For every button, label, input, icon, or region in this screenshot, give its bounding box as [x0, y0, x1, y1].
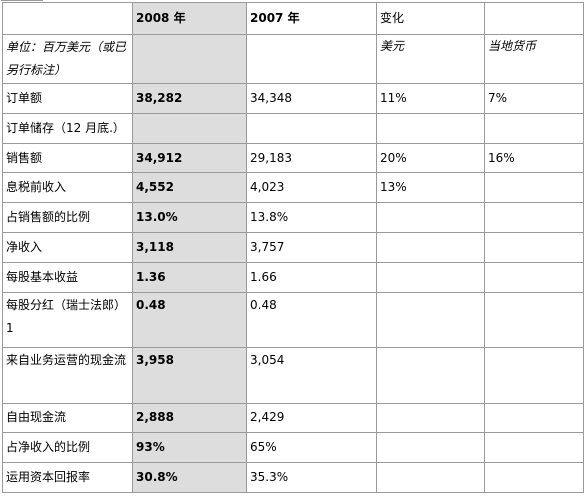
value-2008: 13.0% — [132, 202, 247, 234]
value-2007: 2,429 — [246, 402, 377, 434]
header-cell-empty — [2, 2, 133, 35]
value-2008: 0.48 — [132, 291, 247, 349]
change-local — [484, 347, 584, 404]
row-label: 订单额 — [2, 83, 133, 114]
top-border-fragment — [1, 0, 43, 1]
change-local: 16% — [484, 142, 584, 174]
change-local — [484, 202, 584, 234]
change-local — [484, 432, 584, 464]
row-label: 来自业务运营的现金流 — [2, 347, 133, 404]
change-usd — [376, 202, 485, 234]
change-usd — [376, 432, 485, 464]
value-2008: 38,282 — [132, 83, 247, 114]
change-local — [484, 261, 584, 293]
header-year-2008: 2008 年 — [132, 2, 247, 35]
value-2008: 1.36 — [132, 261, 247, 293]
change-local — [484, 232, 584, 263]
subheader-2008-cell — [132, 33, 247, 85]
change-local — [484, 402, 584, 434]
value-2008: 3,958 — [132, 347, 247, 404]
header-year-2007: 2007 年 — [246, 2, 377, 35]
table-row: 每股分红（瑞士法郎）1 0.48 0.48 — [2, 291, 584, 349]
change-usd — [376, 462, 485, 493]
value-2007 — [246, 112, 377, 144]
value-2008: 34,912 — [132, 142, 247, 174]
unit-label: 单位：百万美元（或已另行标注） — [2, 33, 133, 85]
table-row: 运用资本回报率 30.8% 35.3% — [2, 462, 584, 493]
subheader-2007-cell — [246, 33, 377, 85]
subheader-usd: 美元 — [376, 33, 485, 85]
value-2008: 30.8% — [132, 462, 247, 493]
value-2007: 65% — [246, 432, 377, 464]
row-label: 净收入 — [2, 232, 133, 263]
header-change: 变化 — [376, 2, 485, 35]
row-label: 销售额 — [2, 142, 133, 174]
value-2007: 3,054 — [246, 347, 377, 404]
table-row: 来自业务运营的现金流 3,958 3,054 — [2, 347, 584, 404]
change-usd: 13% — [376, 172, 485, 204]
table-row: 订单储存（12 月底.） — [2, 112, 584, 144]
table-row: 订单额 38,282 34,348 11% 7% — [2, 83, 584, 114]
table-row: 销售额 34,912 29,183 20% 16% — [2, 142, 584, 174]
table-subheader-row: 单位：百万美元（或已另行标注） 美元 当地货币 — [2, 33, 584, 85]
change-local: 7% — [484, 83, 584, 114]
value-2007: 3,757 — [246, 232, 377, 263]
table-row: 每股基本收益 1.36 1.66 — [2, 261, 584, 293]
value-2008: 93% — [132, 432, 247, 464]
header-cell-empty-right — [484, 2, 584, 35]
change-usd: 20% — [376, 142, 485, 174]
change-local — [484, 172, 584, 204]
value-2007: 13.8% — [246, 202, 377, 234]
table-row: 自由现金流 2,888 2,429 — [2, 402, 584, 434]
change-usd — [376, 291, 485, 349]
value-2008: 2,888 — [132, 402, 247, 434]
table-row: 息税前收入 4,552 4,023 13% — [2, 172, 584, 204]
row-label: 每股基本收益 — [2, 261, 133, 293]
value-2007: 4,023 — [246, 172, 377, 204]
table-row: 占净收入的比例 93% 65% — [2, 432, 584, 464]
change-usd — [376, 347, 485, 404]
value-2008: 3,118 — [132, 232, 247, 263]
change-usd — [376, 232, 485, 263]
change-usd — [376, 261, 485, 293]
table-row: 占销售额的比例 13.0% 13.8% — [2, 202, 584, 234]
table-header-row: 2008 年 2007 年 变化 — [2, 2, 584, 35]
change-usd — [376, 112, 485, 144]
row-label: 占销售额的比例 — [2, 202, 133, 234]
table-row: 净收入 3,118 3,757 — [2, 232, 584, 263]
row-label: 每股分红（瑞士法郎）1 — [2, 291, 133, 349]
subheader-local-currency: 当地货币 — [484, 33, 584, 85]
value-2008 — [132, 112, 247, 144]
value-2008: 4,552 — [132, 172, 247, 204]
change-local — [484, 112, 584, 144]
value-2007: 1.66 — [246, 261, 377, 293]
change-local — [484, 291, 584, 349]
change-usd: 11% — [376, 83, 485, 114]
row-label: 自由现金流 — [2, 402, 133, 434]
row-label: 运用资本回报率 — [2, 462, 133, 493]
row-label: 订单储存（12 月底.） — [2, 112, 133, 144]
value-2007: 29,183 — [246, 142, 377, 174]
value-2007: 35.3% — [246, 462, 377, 493]
change-local — [484, 462, 584, 493]
row-label: 息税前收入 — [2, 172, 133, 204]
row-label: 占净收入的比例 — [2, 432, 133, 464]
value-2007: 34,348 — [246, 83, 377, 114]
value-2007: 0.48 — [246, 291, 377, 349]
change-usd — [376, 402, 485, 434]
